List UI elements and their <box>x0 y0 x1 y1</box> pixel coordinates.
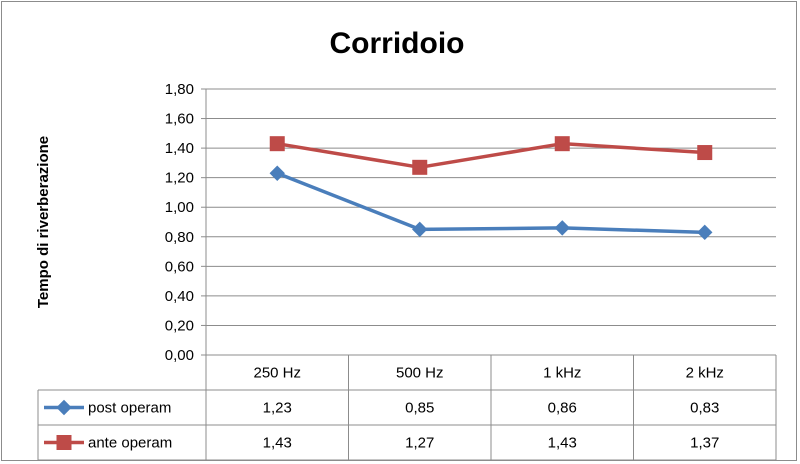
data-point <box>412 221 428 238</box>
table-value-cell: 1,37 <box>690 435 719 452</box>
y-axis: 0,00 0,20 0,40 0,60 0,80 1,00 1,20 1,40 1,60 1,80 <box>165 81 207 364</box>
y-tick-label: 0,40 <box>165 288 194 305</box>
table-value-cell: 0,83 <box>690 400 719 417</box>
data-point <box>697 145 713 161</box>
data-point <box>269 136 285 152</box>
y-tick-label: 0,80 <box>165 229 194 246</box>
y-tick-label: 0,60 <box>165 258 194 275</box>
y-tick-label: 0,20 <box>165 317 194 334</box>
table-value-cell: 1,43 <box>548 435 577 452</box>
data-point <box>269 165 285 181</box>
x-category-label: 1 kHz <box>543 365 581 382</box>
series-line <box>275 171 707 235</box>
x-category-label: 2 kHz <box>686 365 724 382</box>
y-tick-label: 0,00 <box>165 347 194 364</box>
table-value-cell: 0,85 <box>405 400 434 417</box>
y-tick-label: 1,60 <box>165 111 194 128</box>
y-axis-label: Tempo di riverberazione <box>35 136 52 308</box>
legend-series-name: ante operam <box>88 435 172 452</box>
data-point <box>697 224 713 241</box>
chart-title: Corridoio <box>330 27 465 60</box>
data-point <box>412 159 428 175</box>
y-tick-label: 1,80 <box>165 81 194 98</box>
legend-key-marker <box>56 435 72 450</box>
data-point <box>554 136 570 152</box>
x-category-label: 500 Hz <box>396 365 444 382</box>
gridlines <box>206 88 776 326</box>
data-table: 250 Hz 500 Hz 1 kHz 2 kHz post operam 1,23 0,8… <box>37 354 777 461</box>
y-tick-label: 1,00 <box>165 199 194 216</box>
x-category-label: 250 Hz <box>253 365 301 382</box>
table-value-cell: 1,27 <box>405 435 434 452</box>
legend-series-name: post operam <box>88 400 171 417</box>
series-layer <box>269 136 713 241</box>
y-tick-label: 1,20 <box>165 170 194 187</box>
table-value-cell: 0,86 <box>548 400 577 417</box>
table-value-cell: 1,23 <box>263 400 292 417</box>
series-line <box>275 141 707 170</box>
legend-key-marker <box>56 399 72 416</box>
y-tick-label: 1,40 <box>165 140 194 157</box>
data-point <box>554 220 570 236</box>
table-value-cell: 1,43 <box>263 435 292 452</box>
